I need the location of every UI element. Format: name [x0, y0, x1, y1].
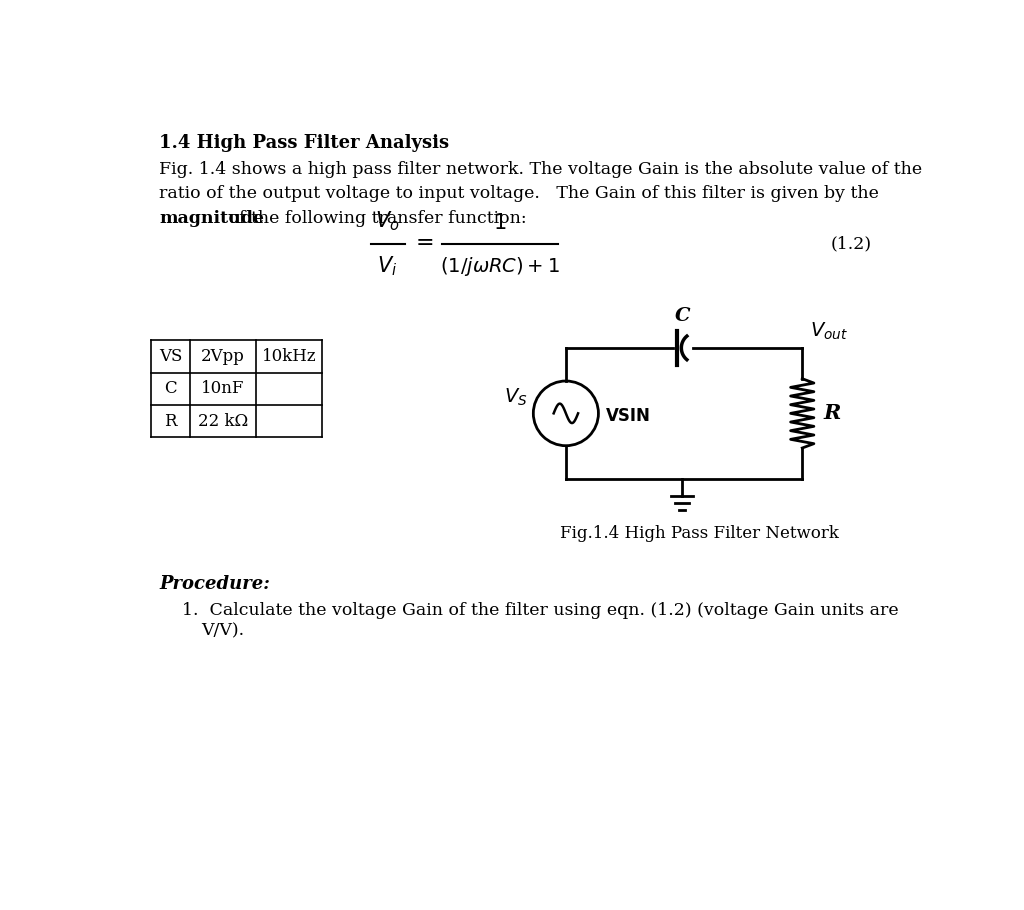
Text: 1.  Calculate the voltage Gain of the filter using eqn. (1.2) (voltage Gain unit: 1. Calculate the voltage Gain of the fil…: [182, 602, 899, 619]
Text: of the following transfer function:: of the following transfer function:: [222, 210, 526, 228]
Text: 10nF: 10nF: [201, 380, 245, 397]
Text: C: C: [675, 307, 690, 325]
Text: $(1/ j\omega RC)+1$: $(1/ j\omega RC)+1$: [440, 255, 560, 278]
Text: magnitude: magnitude: [159, 210, 264, 228]
Text: VSIN: VSIN: [606, 408, 651, 426]
Text: Procedure:: Procedure:: [159, 575, 270, 593]
Text: $V_S$: $V_S$: [504, 387, 527, 408]
Text: (1.2): (1.2): [830, 236, 872, 252]
Text: Fig.1.4 High Pass Filter Network: Fig.1.4 High Pass Filter Network: [560, 525, 839, 542]
Text: $V_{out}$: $V_{out}$: [810, 320, 848, 342]
Text: 22 kΩ: 22 kΩ: [198, 412, 248, 430]
Text: $1$: $1$: [494, 213, 507, 233]
Text: 2Vpp: 2Vpp: [201, 348, 245, 365]
Text: $V_o$: $V_o$: [376, 209, 400, 233]
Text: 10kHz: 10kHz: [261, 348, 316, 365]
Text: C: C: [164, 380, 177, 397]
Text: R: R: [165, 412, 177, 430]
Text: 1.4 High Pass Filter Analysis: 1.4 High Pass Filter Analysis: [159, 134, 450, 152]
Text: =: =: [416, 232, 434, 254]
Text: ratio of the output voltage to input voltage.   The Gain of this filter is given: ratio of the output voltage to input vol…: [159, 186, 879, 202]
Text: V/V).: V/V).: [202, 622, 245, 640]
Text: $V_i$: $V_i$: [378, 255, 397, 278]
Text: VS: VS: [159, 348, 182, 365]
Text: R: R: [824, 403, 842, 423]
Text: Fig. 1.4 shows a high pass filter network. The voltage Gain is the absolute valu: Fig. 1.4 shows a high pass filter networ…: [159, 161, 923, 177]
